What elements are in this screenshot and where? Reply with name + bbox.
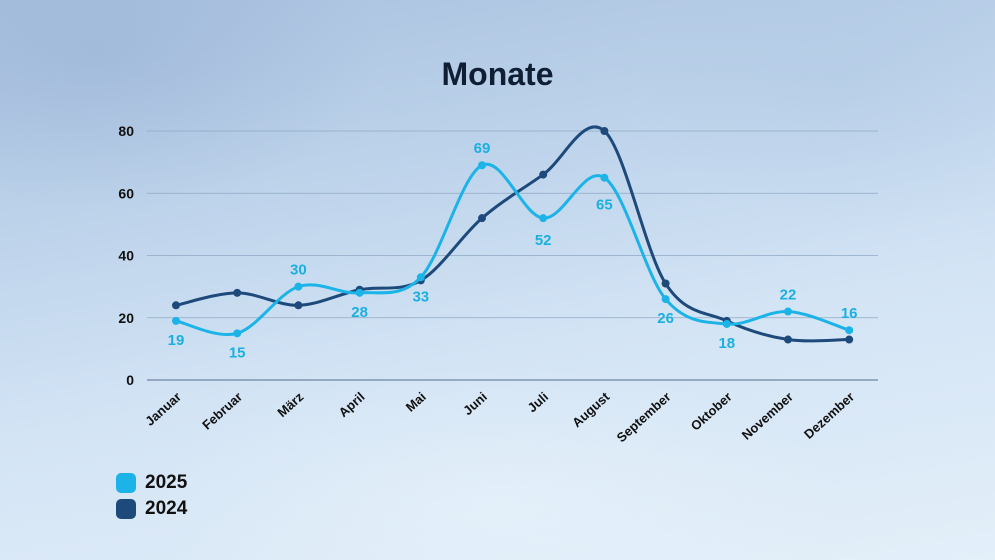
x-tick-label: Dezember — [801, 389, 857, 442]
data-point[interactable] — [539, 214, 548, 223]
y-tick-label: 20 — [118, 310, 134, 326]
x-tick-label: August — [569, 389, 613, 431]
data-point[interactable] — [294, 282, 303, 291]
x-tick-label: Mai — [403, 389, 429, 415]
data-point[interactable] — [784, 307, 792, 316]
data-label: 26 — [657, 310, 674, 327]
x-tick-label: Juni — [460, 389, 490, 418]
data-point[interactable] — [600, 173, 609, 182]
data-point[interactable] — [233, 288, 242, 297]
x-tick-label: November — [739, 389, 796, 443]
series-line-2024 — [174, 125, 851, 343]
legend-item-2024[interactable]: 2024 — [116, 496, 187, 522]
data-point[interactable] — [355, 288, 364, 297]
legend-swatch-2025 — [116, 473, 136, 493]
x-tick-label: Januar — [142, 389, 184, 429]
data-point[interactable] — [233, 329, 242, 338]
data-point[interactable] — [478, 214, 486, 223]
data-point[interactable] — [539, 170, 548, 179]
legend-swatch-2024 — [116, 499, 136, 519]
data-label: 19 — [168, 332, 185, 349]
series-line-2025 — [174, 162, 851, 336]
y-tick-label: 60 — [118, 185, 134, 201]
data-label: 22 — [780, 287, 797, 304]
data-point[interactable] — [784, 335, 792, 344]
data-label: 69 — [474, 140, 491, 157]
data-label: 65 — [596, 197, 613, 214]
legend-label: 2025 — [145, 472, 188, 493]
x-tick-label: März — [274, 389, 306, 420]
data-point[interactable] — [722, 319, 731, 328]
x-tick-label: Oktober — [688, 389, 735, 433]
series-lines — [172, 125, 854, 344]
data-label: 30 — [290, 262, 307, 279]
data-point[interactable] — [478, 161, 486, 170]
legend-label: 2024 — [145, 498, 188, 519]
y-tick-label: 40 — [118, 248, 134, 264]
y-axis: 0 20 40 60 80 — [118, 123, 134, 388]
data-point[interactable] — [845, 326, 854, 335]
data-label: 28 — [351, 304, 368, 321]
data-label: 16 — [841, 305, 858, 322]
data-point[interactable] — [294, 301, 303, 310]
data-point[interactable] — [661, 279, 670, 288]
x-tick-label: Februar — [199, 389, 245, 433]
data-point[interactable] — [172, 301, 180, 310]
gridlines — [147, 130, 878, 381]
data-point[interactable] — [661, 295, 670, 304]
data-point[interactable] — [172, 316, 180, 325]
data-label: 52 — [535, 232, 552, 249]
data-point[interactable] — [600, 127, 609, 135]
chart-title: Monate — [441, 56, 554, 92]
x-axis: Januar Februar März April Mai Juni Juli August S… — [142, 389, 857, 446]
data-point[interactable] — [416, 273, 425, 282]
x-tick-label: Juli — [525, 389, 552, 415]
x-tick-label: April — [336, 389, 368, 420]
legend-item-2025[interactable]: 2025 — [116, 470, 187, 496]
data-labels: 19 15 30 28 33 69 52 65 26 18 22 16 — [168, 140, 858, 361]
y-tick-label: 80 — [118, 123, 134, 139]
legend: 2025 2024 — [116, 470, 187, 522]
data-label: 15 — [229, 344, 246, 361]
x-tick-label: September — [614, 389, 674, 445]
data-point[interactable] — [845, 335, 854, 344]
data-label: 33 — [412, 288, 429, 305]
data-label: 18 — [718, 335, 735, 352]
y-tick-label: 0 — [126, 372, 134, 388]
